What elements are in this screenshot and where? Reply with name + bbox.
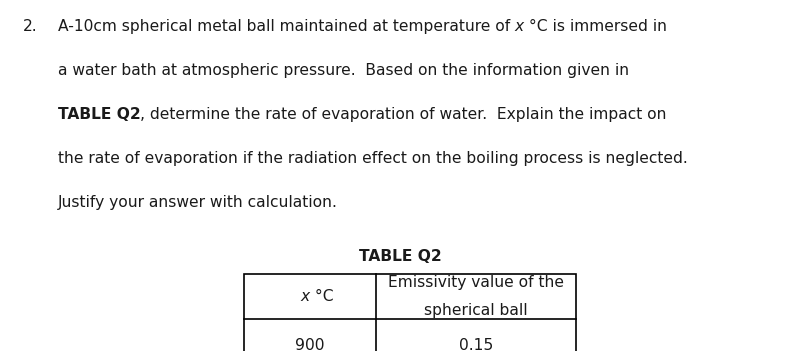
Text: °C: °C [310, 289, 334, 304]
Text: Emissivity value of the: Emissivity value of the [388, 275, 564, 290]
Text: 900: 900 [295, 338, 325, 351]
Text: , determine the rate of evaporation of water.  Explain the impact on: , determine the rate of evaporation of w… [140, 107, 667, 122]
Text: Justify your answer with calculation.: Justify your answer with calculation. [58, 195, 338, 210]
Text: x: x [301, 289, 310, 304]
Text: the rate of evaporation if the radiation effect on the boiling process is neglec: the rate of evaporation if the radiation… [58, 151, 687, 166]
Text: TABLE Q2: TABLE Q2 [358, 249, 442, 264]
Bar [244, 274, 576, 351]
Text: TABLE Q2: TABLE Q2 [58, 107, 140, 122]
Text: 2.: 2. [22, 19, 37, 34]
Text: spherical ball: spherical ball [424, 303, 528, 318]
Text: °C is immersed in: °C is immersed in [524, 19, 667, 34]
Text: 0.15: 0.15 [459, 338, 493, 351]
Text: x: x [514, 19, 524, 34]
Text: a water bath at atmospheric pressure.  Based on the information given in: a water bath at atmospheric pressure. Ba… [58, 63, 629, 78]
Text: A-10cm spherical metal ball maintained at temperature of: A-10cm spherical metal ball maintained a… [58, 19, 514, 34]
